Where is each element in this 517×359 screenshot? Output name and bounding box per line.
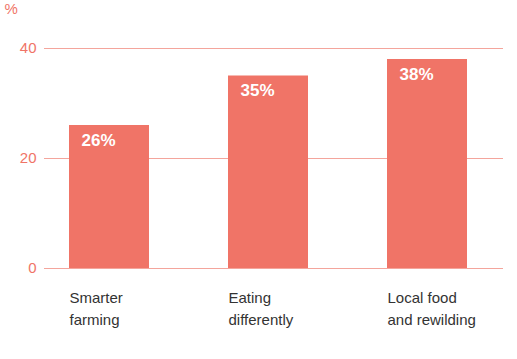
svg-text:Local foodand rewilding: Local foodand rewilding	[388, 289, 476, 328]
svg-text:40: 40	[20, 39, 37, 56]
svg-text:Eatingdifferently: Eatingdifferently	[229, 289, 294, 328]
svg-text:0: 0	[28, 259, 36, 276]
svg-text:38%: 38%	[400, 65, 434, 84]
svg-text:26%: 26%	[82, 131, 116, 150]
svg-text:Smarterfarming: Smarterfarming	[70, 289, 123, 328]
svg-text:%: %	[5, 0, 18, 17]
svg-text:35%: 35%	[241, 81, 275, 100]
svg-text:20: 20	[20, 149, 37, 166]
